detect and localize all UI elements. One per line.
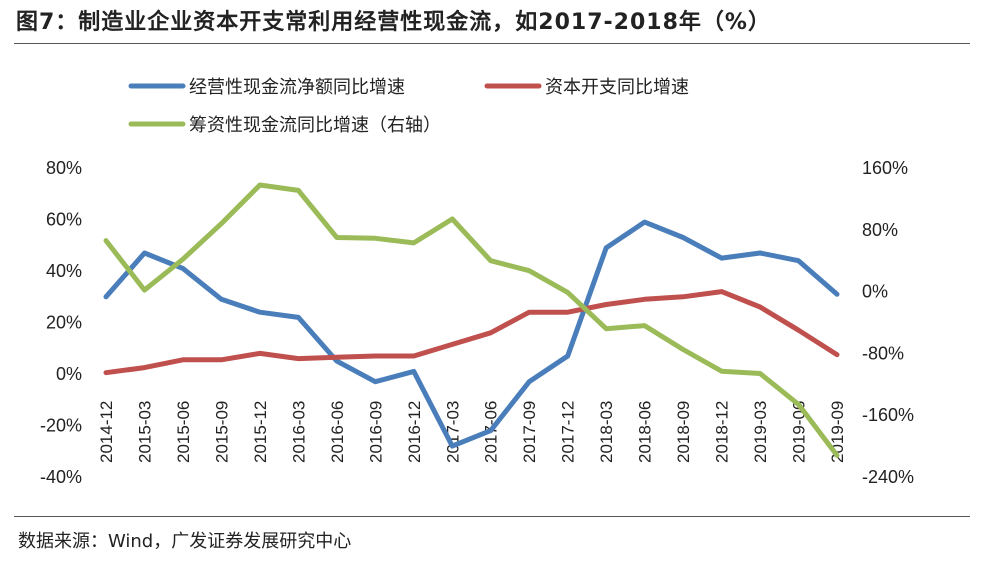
- y-left-tick-label: 40%: [46, 261, 82, 281]
- x-tick-label: 2016-03: [289, 401, 308, 463]
- top-divider: [14, 43, 970, 44]
- y-left-tick-label: -20%: [40, 416, 82, 436]
- series-line-1: [103, 219, 840, 449]
- axes: -40% -20% 0% 20% 40% 60% 80% -240% -160% -80% 0% 80…: [40, 158, 914, 487]
- source-note: 数据来源：Wind，广发证券发展研究中心: [18, 531, 352, 552]
- chart-title: 图7：制造业企业资本开支常利用经营性现金流，如2017-2018年（%）: [16, 10, 771, 35]
- legend-label-1: 经营性现金流净额同比增速: [189, 77, 405, 98]
- x-tick-label: 2015-09: [212, 401, 231, 463]
- y-right-tick-label: 0%: [862, 282, 888, 302]
- x-tick-label: 2018-12: [713, 401, 732, 463]
- y-left-tick-label: 20%: [46, 313, 82, 333]
- y-right-tick-label: 160%: [862, 158, 908, 178]
- x-tick-label: 2015-06: [174, 401, 193, 463]
- bottom-divider: [14, 516, 970, 517]
- legend-label-2: 资本开支同比增速: [545, 77, 689, 98]
- x-tick-label: 2016-12: [405, 401, 424, 463]
- y-left-tick-label: 80%: [46, 158, 82, 178]
- series-line-3: [103, 182, 840, 458]
- series-line-2: [103, 289, 840, 376]
- x-tick-label: 2017-03: [443, 401, 462, 463]
- y-left-tick-label: -40%: [40, 467, 82, 487]
- x-tick-label: 2016-06: [328, 401, 347, 463]
- x-tick-label: 2019-06: [790, 401, 809, 463]
- x-tick-label: 2018-09: [674, 401, 693, 463]
- x-tick-label: 2015-12: [251, 401, 270, 463]
- x-tick-label: 2019-03: [751, 401, 770, 463]
- y-right-tick-label: -80%: [862, 343, 904, 363]
- x-tick-label: 2014-12: [97, 401, 116, 463]
- x-tick-label: 2018-03: [597, 401, 616, 463]
- x-tick-label: 2015-03: [135, 401, 154, 463]
- y-right-tick-label: -160%: [862, 405, 914, 425]
- y-left-tick-label: 0%: [56, 364, 82, 384]
- y-right-tick-label: -240%: [862, 467, 914, 487]
- legend-label-3: 筹资性现金流同比增速（右轴）: [189, 115, 441, 136]
- x-tick-label: 2016-09: [366, 401, 385, 463]
- series-lines: [103, 182, 840, 458]
- y-right-tick-label: 80%: [862, 220, 898, 240]
- x-tick-label: 2017-12: [559, 401, 578, 463]
- y-left-tick-label: 60%: [46, 210, 82, 230]
- x-tick-label: 2017-09: [520, 401, 539, 463]
- x-tick-label: 2018-06: [636, 401, 655, 463]
